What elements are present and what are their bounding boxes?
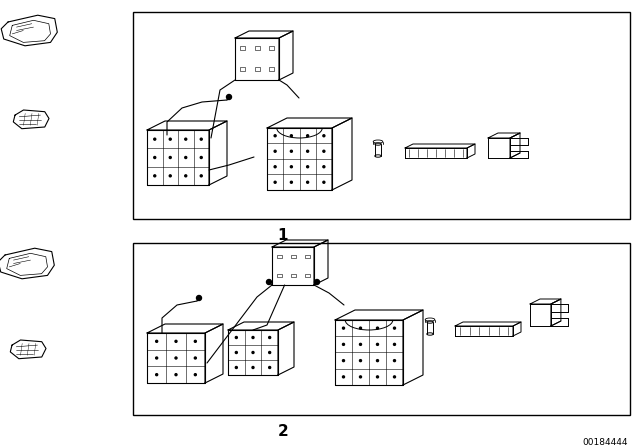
- Bar: [291, 255, 296, 258]
- Circle shape: [323, 135, 325, 137]
- Circle shape: [200, 138, 202, 140]
- Circle shape: [252, 366, 254, 369]
- Circle shape: [185, 138, 187, 140]
- Text: 00184444: 00184444: [582, 438, 628, 447]
- Circle shape: [376, 343, 378, 345]
- Circle shape: [195, 340, 196, 342]
- Circle shape: [291, 150, 292, 152]
- Circle shape: [154, 156, 156, 159]
- Circle shape: [196, 296, 202, 301]
- Circle shape: [307, 150, 308, 152]
- Bar: [240, 47, 245, 51]
- Circle shape: [360, 343, 362, 345]
- Circle shape: [200, 156, 202, 159]
- Bar: [291, 274, 296, 277]
- Bar: [305, 274, 310, 277]
- Circle shape: [376, 327, 378, 329]
- Circle shape: [236, 366, 237, 369]
- Circle shape: [269, 366, 271, 369]
- Circle shape: [307, 166, 308, 168]
- Circle shape: [156, 340, 157, 342]
- Circle shape: [323, 166, 325, 168]
- Circle shape: [394, 327, 396, 329]
- Circle shape: [154, 175, 156, 177]
- Bar: [255, 68, 259, 72]
- Bar: [269, 47, 274, 51]
- Text: 1: 1: [278, 228, 288, 243]
- Circle shape: [156, 357, 157, 359]
- Circle shape: [360, 327, 362, 329]
- Circle shape: [227, 95, 232, 99]
- Bar: [240, 68, 245, 72]
- Circle shape: [175, 340, 177, 342]
- Circle shape: [236, 336, 237, 339]
- Circle shape: [307, 181, 308, 183]
- Circle shape: [342, 376, 344, 378]
- Circle shape: [185, 175, 187, 177]
- Circle shape: [394, 360, 396, 362]
- Circle shape: [342, 360, 344, 362]
- Circle shape: [195, 357, 196, 359]
- Circle shape: [169, 138, 172, 140]
- Circle shape: [360, 360, 362, 362]
- Circle shape: [376, 376, 378, 378]
- Circle shape: [154, 138, 156, 140]
- Circle shape: [175, 374, 177, 376]
- Circle shape: [252, 336, 254, 339]
- Circle shape: [269, 352, 271, 353]
- Circle shape: [185, 156, 187, 159]
- Bar: [269, 68, 274, 72]
- Circle shape: [195, 374, 196, 376]
- Circle shape: [323, 150, 325, 152]
- Circle shape: [156, 374, 157, 376]
- Bar: [133, 243, 630, 415]
- Circle shape: [274, 181, 276, 183]
- Circle shape: [200, 175, 202, 177]
- Circle shape: [360, 376, 362, 378]
- Bar: [276, 274, 282, 277]
- Circle shape: [342, 343, 344, 345]
- Bar: [255, 47, 259, 51]
- Circle shape: [169, 156, 172, 159]
- Circle shape: [252, 352, 254, 353]
- Circle shape: [323, 181, 325, 183]
- Circle shape: [274, 135, 276, 137]
- Circle shape: [394, 376, 396, 378]
- Circle shape: [175, 357, 177, 359]
- Bar: [276, 255, 282, 258]
- Text: 2: 2: [278, 424, 289, 439]
- Circle shape: [291, 135, 292, 137]
- Circle shape: [376, 360, 378, 362]
- Circle shape: [274, 166, 276, 168]
- Circle shape: [269, 336, 271, 339]
- Circle shape: [266, 280, 271, 284]
- Circle shape: [291, 181, 292, 183]
- Circle shape: [342, 327, 344, 329]
- Circle shape: [291, 166, 292, 168]
- Circle shape: [307, 135, 308, 137]
- Circle shape: [169, 175, 172, 177]
- Circle shape: [274, 150, 276, 152]
- Bar: [133, 12, 630, 219]
- Circle shape: [236, 352, 237, 353]
- Bar: [305, 255, 310, 258]
- Circle shape: [394, 343, 396, 345]
- Circle shape: [314, 280, 319, 284]
